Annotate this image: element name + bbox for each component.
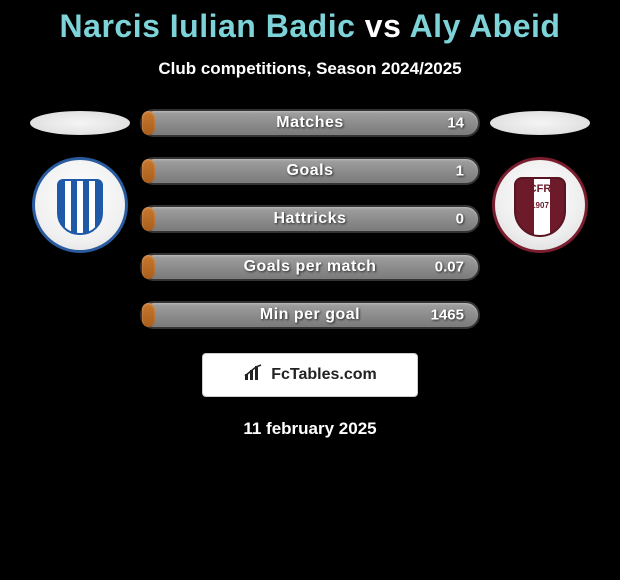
player1-photo-placeholder	[30, 111, 130, 135]
stat-value: 14	[447, 115, 464, 132]
watermark-text: FcTables.com	[271, 366, 377, 384]
stat-label: Goals	[142, 162, 478, 180]
stat-bar-goals-per-match: Goals per match 0.07	[140, 253, 480, 281]
player1-name: Narcis Iulian Badic	[60, 8, 356, 44]
politehnica-iasi-crest	[32, 157, 128, 253]
comparison-title: Narcis Iulian Badic vs Aly Abeid	[0, 0, 620, 45]
player2-photo-placeholder	[490, 111, 590, 135]
bar-chart-icon	[243, 364, 265, 387]
player2-name: Aly Abeid	[410, 8, 561, 44]
stat-value: 0.07	[435, 259, 464, 276]
stat-bar-min-per-goal: Min per goal 1465	[140, 301, 480, 329]
stat-label: Goals per match	[142, 258, 478, 276]
stat-label: Matches	[142, 114, 478, 132]
stat-bar-hattricks: Hattricks 0	[140, 205, 480, 233]
stat-value: 1	[456, 163, 464, 180]
cfr-cluj-crest	[492, 157, 588, 253]
stat-bar-matches: Matches 14	[140, 109, 480, 137]
comparison-date: 11 february 2025	[0, 419, 620, 439]
vs-text: vs	[365, 8, 402, 44]
stat-value: 1465	[431, 307, 464, 324]
stat-label: Min per goal	[142, 306, 478, 324]
watermark: FcTables.com	[202, 353, 418, 397]
left-player-column	[20, 109, 140, 253]
stat-bars: Matches 14 Goals 1 Hattricks 0 Goals per…	[140, 109, 480, 329]
stat-bar-goals: Goals 1	[140, 157, 480, 185]
stat-value: 0	[456, 211, 464, 228]
stat-label: Hattricks	[142, 210, 478, 228]
comparison-body: Matches 14 Goals 1 Hattricks 0 Goals per…	[0, 109, 620, 329]
right-player-column	[480, 109, 600, 253]
subtitle: Club competitions, Season 2024/2025	[0, 59, 620, 79]
